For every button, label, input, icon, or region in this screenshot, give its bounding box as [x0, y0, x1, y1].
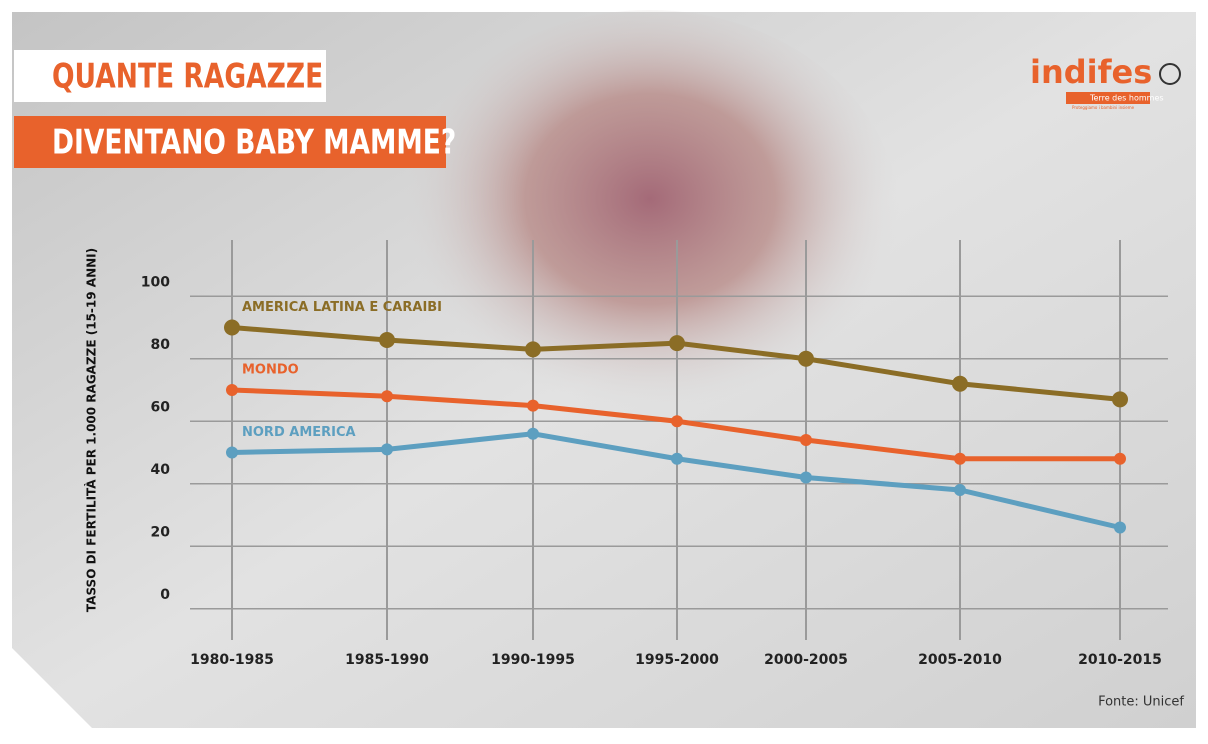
point: [381, 390, 393, 402]
point: [800, 434, 812, 446]
logo-partner: Terre des hommes: [1089, 94, 1164, 103]
infographic: QUANTE RAGAZZE DIVENTANO BABY MAMME? ind…: [0, 0, 1208, 740]
point: [952, 376, 968, 392]
logo: indifes: [1030, 53, 1152, 91]
point: [1114, 522, 1126, 534]
photo-placeholder: [400, 10, 900, 430]
x-tick-label: 2000-2005: [764, 652, 848, 668]
point: [381, 443, 393, 455]
point: [954, 453, 966, 465]
title-line: QUANTE RAGAZZE: [52, 57, 323, 96]
y-tick-label: 80: [151, 337, 171, 353]
point: [527, 400, 539, 412]
y-tick-label: 0: [160, 587, 170, 603]
title-line: DIVENTANO BABY MAMME?: [52, 123, 456, 162]
logo-tagline: Proteggiamo i bambini insieme: [1072, 105, 1135, 110]
point: [1114, 453, 1126, 465]
y-axis-label: TASSO DI FERTILITÀ PER 1.000 RAGAZZE (15…: [84, 248, 99, 612]
point: [226, 384, 238, 396]
point: [800, 472, 812, 484]
point: [798, 351, 814, 367]
x-tick-label: 1995-2000: [635, 652, 719, 668]
x-tick-label: 1980-1985: [190, 652, 274, 668]
point: [379, 332, 395, 348]
series-label: AMERICA LATINA E CARAIBI: [242, 300, 442, 315]
point: [1112, 391, 1128, 407]
point: [525, 341, 541, 357]
point: [671, 453, 683, 465]
point: [527, 428, 539, 440]
y-tick-label: 60: [151, 399, 171, 415]
x-tick-label: 1985-1990: [345, 652, 429, 668]
point: [669, 335, 685, 351]
x-tick-label: 2010-2015: [1078, 652, 1162, 668]
source: Fonte: Unicef: [1098, 695, 1184, 710]
x-tick-label: 1990-1995: [491, 652, 575, 668]
series-label: NORD AMERICA: [242, 425, 356, 440]
y-tick-label: 20: [151, 524, 171, 540]
y-tick-label: 40: [151, 462, 171, 478]
point: [226, 447, 238, 459]
point: [224, 320, 240, 336]
point: [671, 415, 683, 427]
y-tick-label: 100: [141, 274, 170, 290]
series-label: MONDO: [242, 363, 299, 378]
point: [954, 484, 966, 496]
x-tick-label: 2005-2010: [918, 652, 1002, 668]
